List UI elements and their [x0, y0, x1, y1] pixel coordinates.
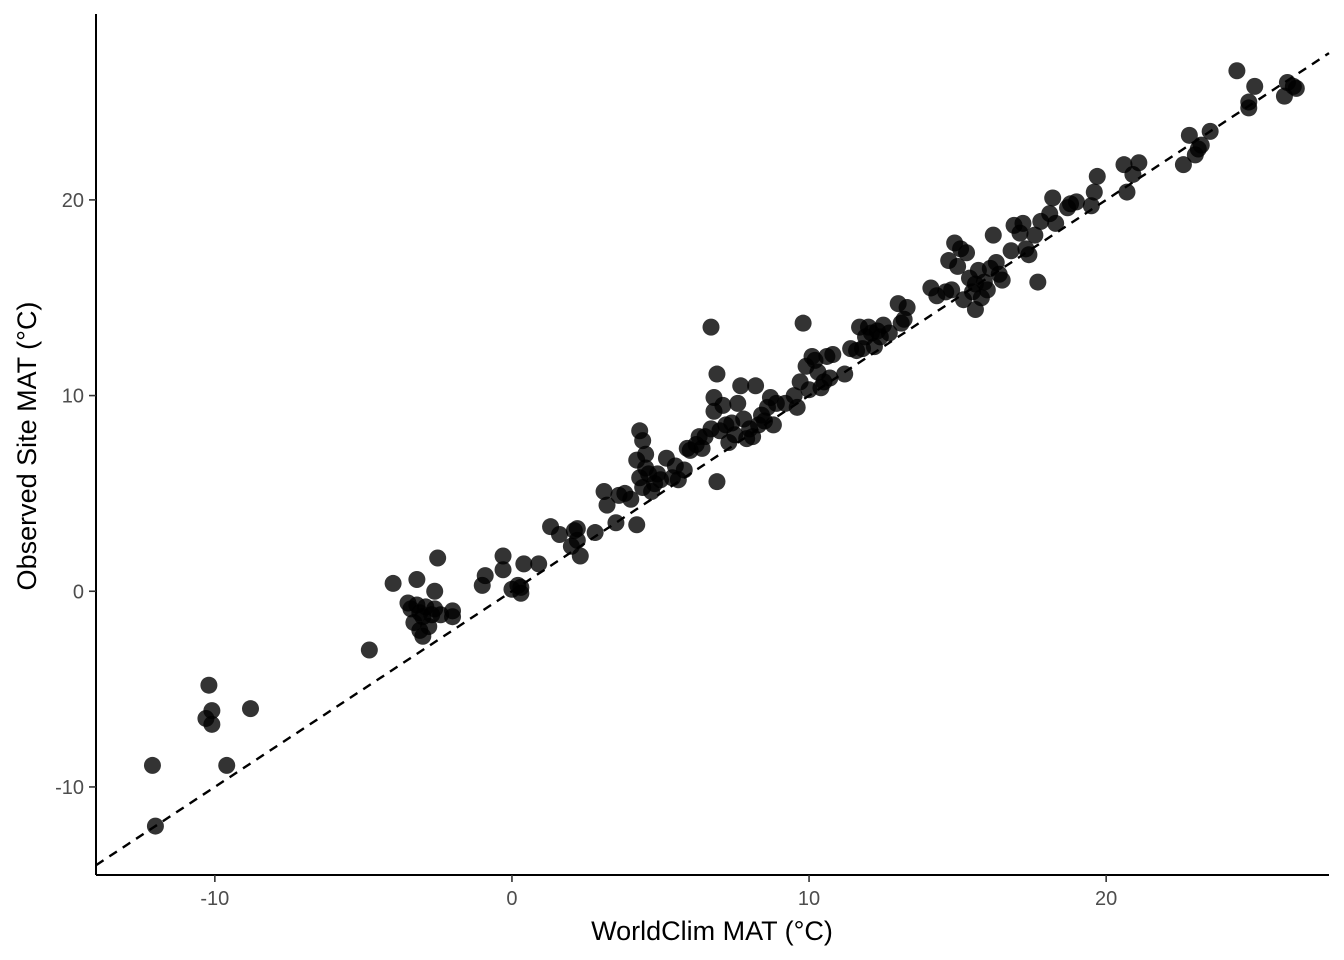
- data-point: [880, 324, 898, 342]
- data-point: [949, 257, 967, 275]
- identity-reference-line: [95, 52, 1330, 867]
- data-point: [550, 526, 568, 544]
- y-axis-title: Observed Site MAT (°C): [12, 302, 42, 591]
- data-point: [898, 299, 916, 317]
- data-point: [218, 756, 236, 774]
- data-point: [568, 520, 586, 538]
- data-point: [634, 432, 652, 450]
- data-point: [708, 365, 726, 383]
- data-point: [993, 271, 1011, 289]
- identity-line-layer: [95, 52, 1330, 867]
- data-point: [444, 608, 462, 626]
- data-point: [1044, 189, 1062, 207]
- data-point: [512, 584, 530, 602]
- data-point: [1246, 77, 1264, 95]
- data-point: [1228, 62, 1246, 80]
- data-point: [1085, 183, 1103, 201]
- data-point: [203, 715, 221, 733]
- data-point: [747, 377, 765, 395]
- data-point: [622, 490, 640, 508]
- y-ticks-layer: -10 0 10 20: [55, 190, 96, 799]
- data-point: [360, 641, 378, 659]
- data-point: [1174, 156, 1192, 174]
- data-point: [978, 281, 996, 299]
- data-point: [958, 244, 976, 262]
- data-point: [984, 226, 1002, 244]
- data-point: [586, 524, 604, 542]
- points-layer: [143, 62, 1305, 835]
- data-point: [836, 365, 854, 383]
- y-tick-label: 20: [62, 190, 84, 212]
- data-point: [1130, 154, 1148, 172]
- data-point: [408, 571, 426, 589]
- data-point: [426, 582, 444, 600]
- data-point: [598, 496, 616, 514]
- data-point: [200, 676, 218, 694]
- data-point: [1088, 167, 1106, 185]
- y-tick-label: -10: [55, 777, 84, 799]
- data-point: [1047, 214, 1065, 232]
- data-point: [1067, 193, 1085, 211]
- data-point: [203, 702, 221, 720]
- data-point: [788, 398, 806, 416]
- data-point: [708, 473, 726, 491]
- data-point: [1026, 226, 1044, 244]
- axes-layer: [95, 14, 1329, 876]
- data-point: [494, 561, 512, 579]
- data-point: [1118, 183, 1136, 201]
- data-point: [1082, 197, 1100, 215]
- data-point: [714, 396, 732, 414]
- data-point: [429, 549, 447, 567]
- data-point: [571, 547, 589, 565]
- data-point: [568, 531, 586, 549]
- data-point: [943, 281, 961, 299]
- data-point: [1020, 246, 1038, 264]
- data-point: [729, 394, 747, 412]
- y-tick-label: 10: [62, 386, 84, 408]
- data-point: [732, 377, 750, 395]
- data-point: [595, 482, 613, 500]
- data-point: [1014, 214, 1032, 232]
- x-tick-label: 20: [1095, 888, 1117, 910]
- data-point: [146, 817, 164, 835]
- data-point: [794, 314, 812, 332]
- x-tick-label: 10: [798, 888, 820, 910]
- data-point: [384, 574, 402, 592]
- data-point: [494, 547, 512, 565]
- y-tick-label: 0: [73, 581, 84, 603]
- x-ticks-layer: -10 0 10 20: [200, 875, 1117, 910]
- data-point: [1201, 122, 1219, 140]
- data-point: [1287, 79, 1305, 97]
- data-point: [530, 555, 548, 573]
- data-point: [824, 345, 842, 363]
- data-point: [764, 416, 782, 434]
- x-tick-label: -10: [200, 888, 229, 910]
- data-point: [628, 516, 646, 534]
- x-tick-label: 0: [506, 888, 517, 910]
- data-point: [1180, 126, 1198, 144]
- data-point: [1029, 273, 1047, 291]
- data-point: [1002, 242, 1020, 260]
- data-point: [1240, 93, 1258, 111]
- data-point: [241, 700, 259, 718]
- data-point: [675, 461, 693, 479]
- data-point: [607, 514, 625, 532]
- data-point: [702, 318, 720, 336]
- data-point: [143, 756, 161, 774]
- data-point: [476, 567, 494, 585]
- x-axis-title: WorldClim MAT (°C): [591, 916, 833, 946]
- data-point: [1192, 136, 1210, 154]
- data-point: [515, 555, 533, 573]
- data-point: [821, 369, 839, 387]
- data-point: [637, 445, 655, 463]
